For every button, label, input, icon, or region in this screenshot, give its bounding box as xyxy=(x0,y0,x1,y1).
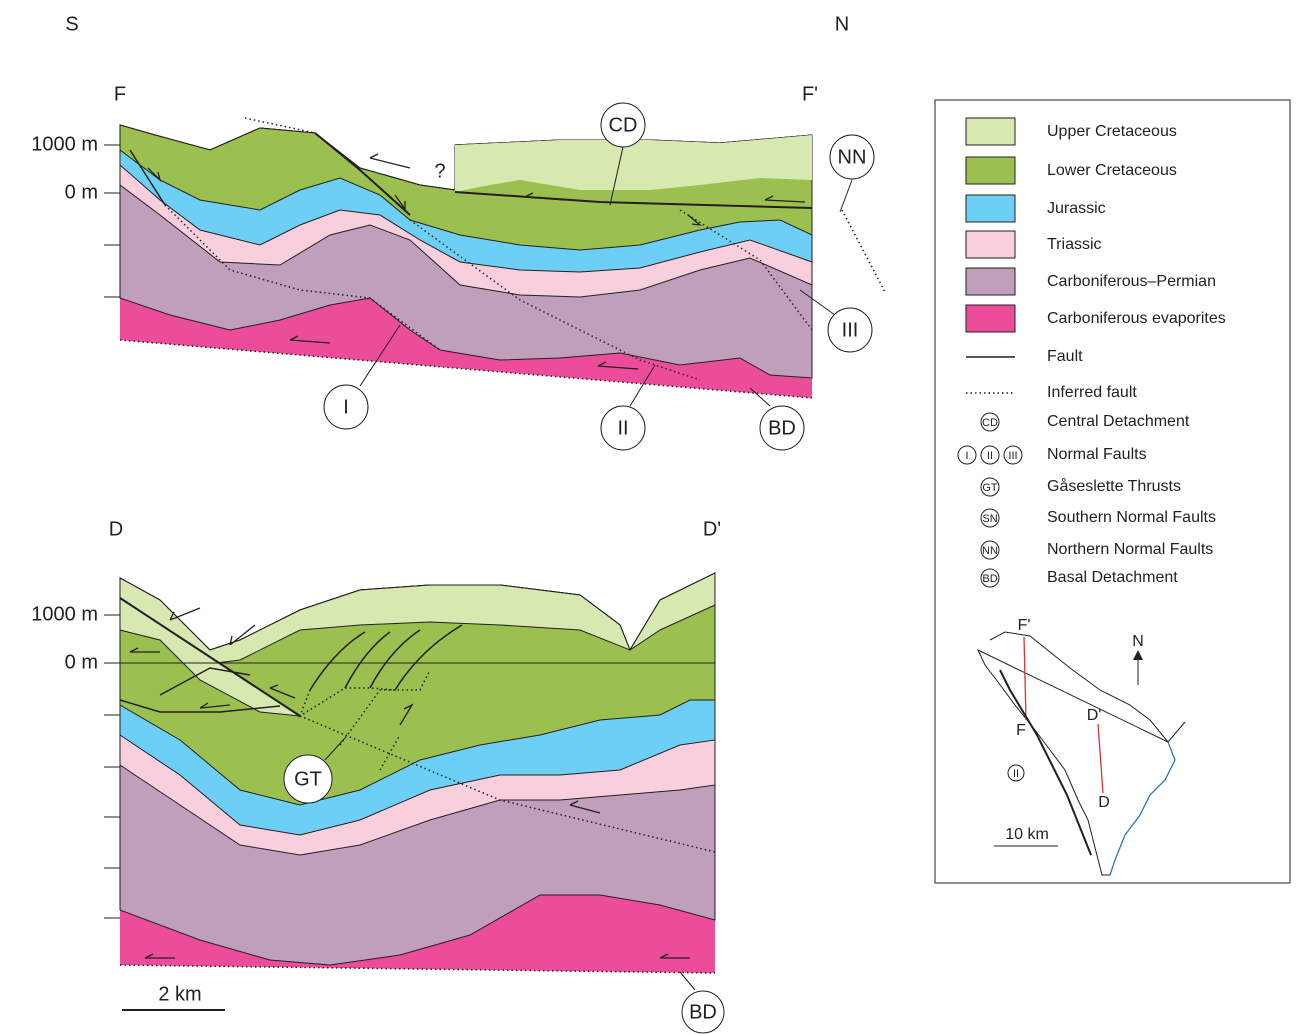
map-label: F xyxy=(1016,722,1026,739)
section-end-label: F xyxy=(114,83,126,105)
callout-label: III xyxy=(842,319,859,341)
legend-symbol: GT xyxy=(982,482,998,494)
legend-swatch xyxy=(966,157,1015,184)
callout-label: GT xyxy=(294,768,322,790)
legend-label: Fault xyxy=(1047,348,1083,365)
legend: Upper Cretaceous Lower Cretaceous Jurass… xyxy=(935,100,1290,883)
legend-symbol: CD xyxy=(982,417,998,429)
legend-symbol: NN xyxy=(982,545,998,557)
legend-symbol: BD xyxy=(982,573,997,585)
legend-swatch xyxy=(966,305,1015,332)
legend-label: Southern Normal Faults xyxy=(1047,509,1216,526)
callout-label: BD xyxy=(768,417,796,439)
map-label: D xyxy=(1098,794,1110,811)
section-f: F F' 1000 m 0 m ? xyxy=(31,83,885,450)
depth-label: 1000 m xyxy=(31,603,98,625)
section-end-label: D' xyxy=(703,518,721,540)
depth-ticks xyxy=(104,145,120,297)
legend-label: Lower Cretaceous xyxy=(1047,162,1177,179)
legend-label: Triassic xyxy=(1047,236,1102,253)
scale-bar-label: 2 km xyxy=(158,983,201,1005)
legend-symbol: III xyxy=(1008,450,1017,462)
callout-label: I xyxy=(343,396,349,418)
section-end-label: D xyxy=(109,518,123,540)
section-d: D D' 1000 m 0 m xyxy=(31,518,724,1033)
map-scale-label: 10 km xyxy=(1005,826,1049,843)
cross-section-figure: S N F F' 1000 m 0 m ? xyxy=(0,0,1306,1034)
direction-label: N xyxy=(835,13,849,35)
depth-ticks xyxy=(104,615,120,918)
map-label: N xyxy=(1132,633,1144,650)
legend-symbol: I xyxy=(965,450,968,462)
map-label: II xyxy=(1013,768,1019,780)
depth-label: 0 m xyxy=(65,651,98,673)
callout-label: NN xyxy=(838,146,867,168)
legend-label: Inferred fault xyxy=(1047,384,1137,401)
question-mark: ? xyxy=(434,160,445,182)
legend-label: Upper Cretaceous xyxy=(1047,123,1177,140)
legend-symbol: SN xyxy=(982,513,997,525)
legend-label: Carboniferous–Permian xyxy=(1047,273,1216,290)
legend-label: Northern Normal Faults xyxy=(1047,541,1213,558)
section-end-label: F' xyxy=(802,83,818,105)
map-label: D' xyxy=(1087,707,1102,724)
direction-label: S xyxy=(65,13,78,35)
legend-label: Central Detachment xyxy=(1047,413,1190,430)
legend-swatch xyxy=(966,118,1015,145)
legend-label: Normal Faults xyxy=(1047,446,1147,463)
legend-label: Jurassic xyxy=(1047,200,1106,217)
legend-swatch xyxy=(966,195,1015,222)
legend-label: Gåseslette Thrusts xyxy=(1047,477,1181,495)
callout-label: BD xyxy=(689,1001,717,1023)
depth-label: 0 m xyxy=(65,181,98,203)
inferred-fault xyxy=(842,210,885,292)
legend-label: Basal Detachment xyxy=(1047,569,1178,586)
callout-label: II xyxy=(617,417,628,439)
depth-label: 1000 m xyxy=(31,133,98,155)
map-label: F' xyxy=(1018,617,1031,634)
legend-swatch xyxy=(966,268,1015,295)
legend-symbol: II xyxy=(987,450,993,462)
legend-label: Carboniferous evaporites xyxy=(1047,310,1226,327)
legend-swatch xyxy=(966,231,1015,258)
callout-label: CD xyxy=(609,114,638,136)
